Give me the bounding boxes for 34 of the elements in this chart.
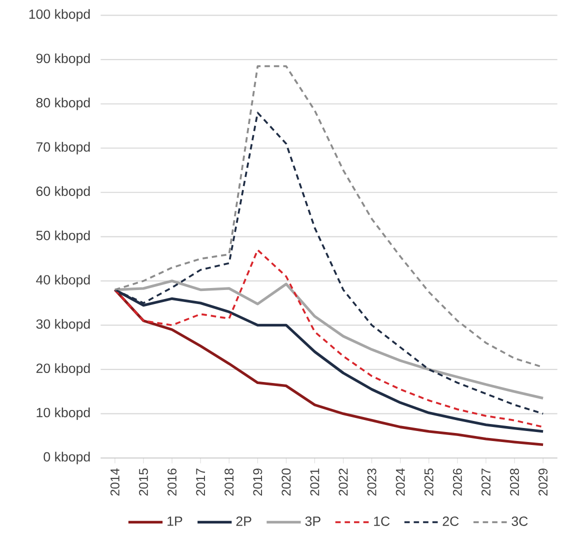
legend-label: 2C: [442, 516, 459, 526]
x-tick-label: 2028: [510, 468, 519, 496]
x-tick-label: 2029: [538, 468, 548, 496]
x-tick-label: 2015: [138, 468, 148, 496]
y-tick-label: 10 kbopd: [36, 408, 90, 420]
x-tick-label: 2027: [481, 468, 490, 496]
y-tick-label: 70 kbopd: [36, 142, 90, 154]
y-tick-label: 50 kbopd: [36, 230, 90, 243]
y-tick-label: 30 kbopd: [36, 318, 90, 332]
x-tick-label: 2014: [110, 468, 120, 496]
x-tick-label: 2026: [452, 468, 462, 496]
line-series: [114, 249, 544, 428]
legend-label: 1C: [374, 516, 390, 526]
legend-label: 1P: [168, 516, 182, 526]
legend-label: 3C: [512, 516, 528, 526]
y-tick-label: 100 kbopd: [29, 9, 90, 22]
y-tick-label: 0 kbopd: [44, 452, 90, 464]
x-tick-label: 2018: [224, 468, 234, 496]
x-tick-label: 2022: [338, 468, 348, 496]
y-tick-label: 20 kbopd: [36, 363, 90, 376]
legend-label: 3P: [305, 516, 320, 526]
x-tick-label: 2017: [196, 468, 206, 496]
y-tick-label: 40 kbopd: [36, 274, 90, 288]
x-tick-label: 2023: [367, 468, 376, 496]
x-tick-label: 2021: [310, 468, 320, 496]
x-tick-label: 2025: [424, 468, 434, 496]
x-tick-label: 2020: [282, 468, 291, 496]
x-tick-label: 2016: [168, 468, 177, 496]
y-tick-label: 90 kbopd: [36, 53, 90, 66]
y-tick-label: 80 kbopd: [36, 98, 90, 110]
x-tick-label: 2019: [253, 468, 262, 496]
y-tick-label: 60 kbopd: [36, 186, 90, 199]
legend-label: 2P: [236, 516, 252, 526]
x-tick-label: 2024: [396, 468, 405, 496]
